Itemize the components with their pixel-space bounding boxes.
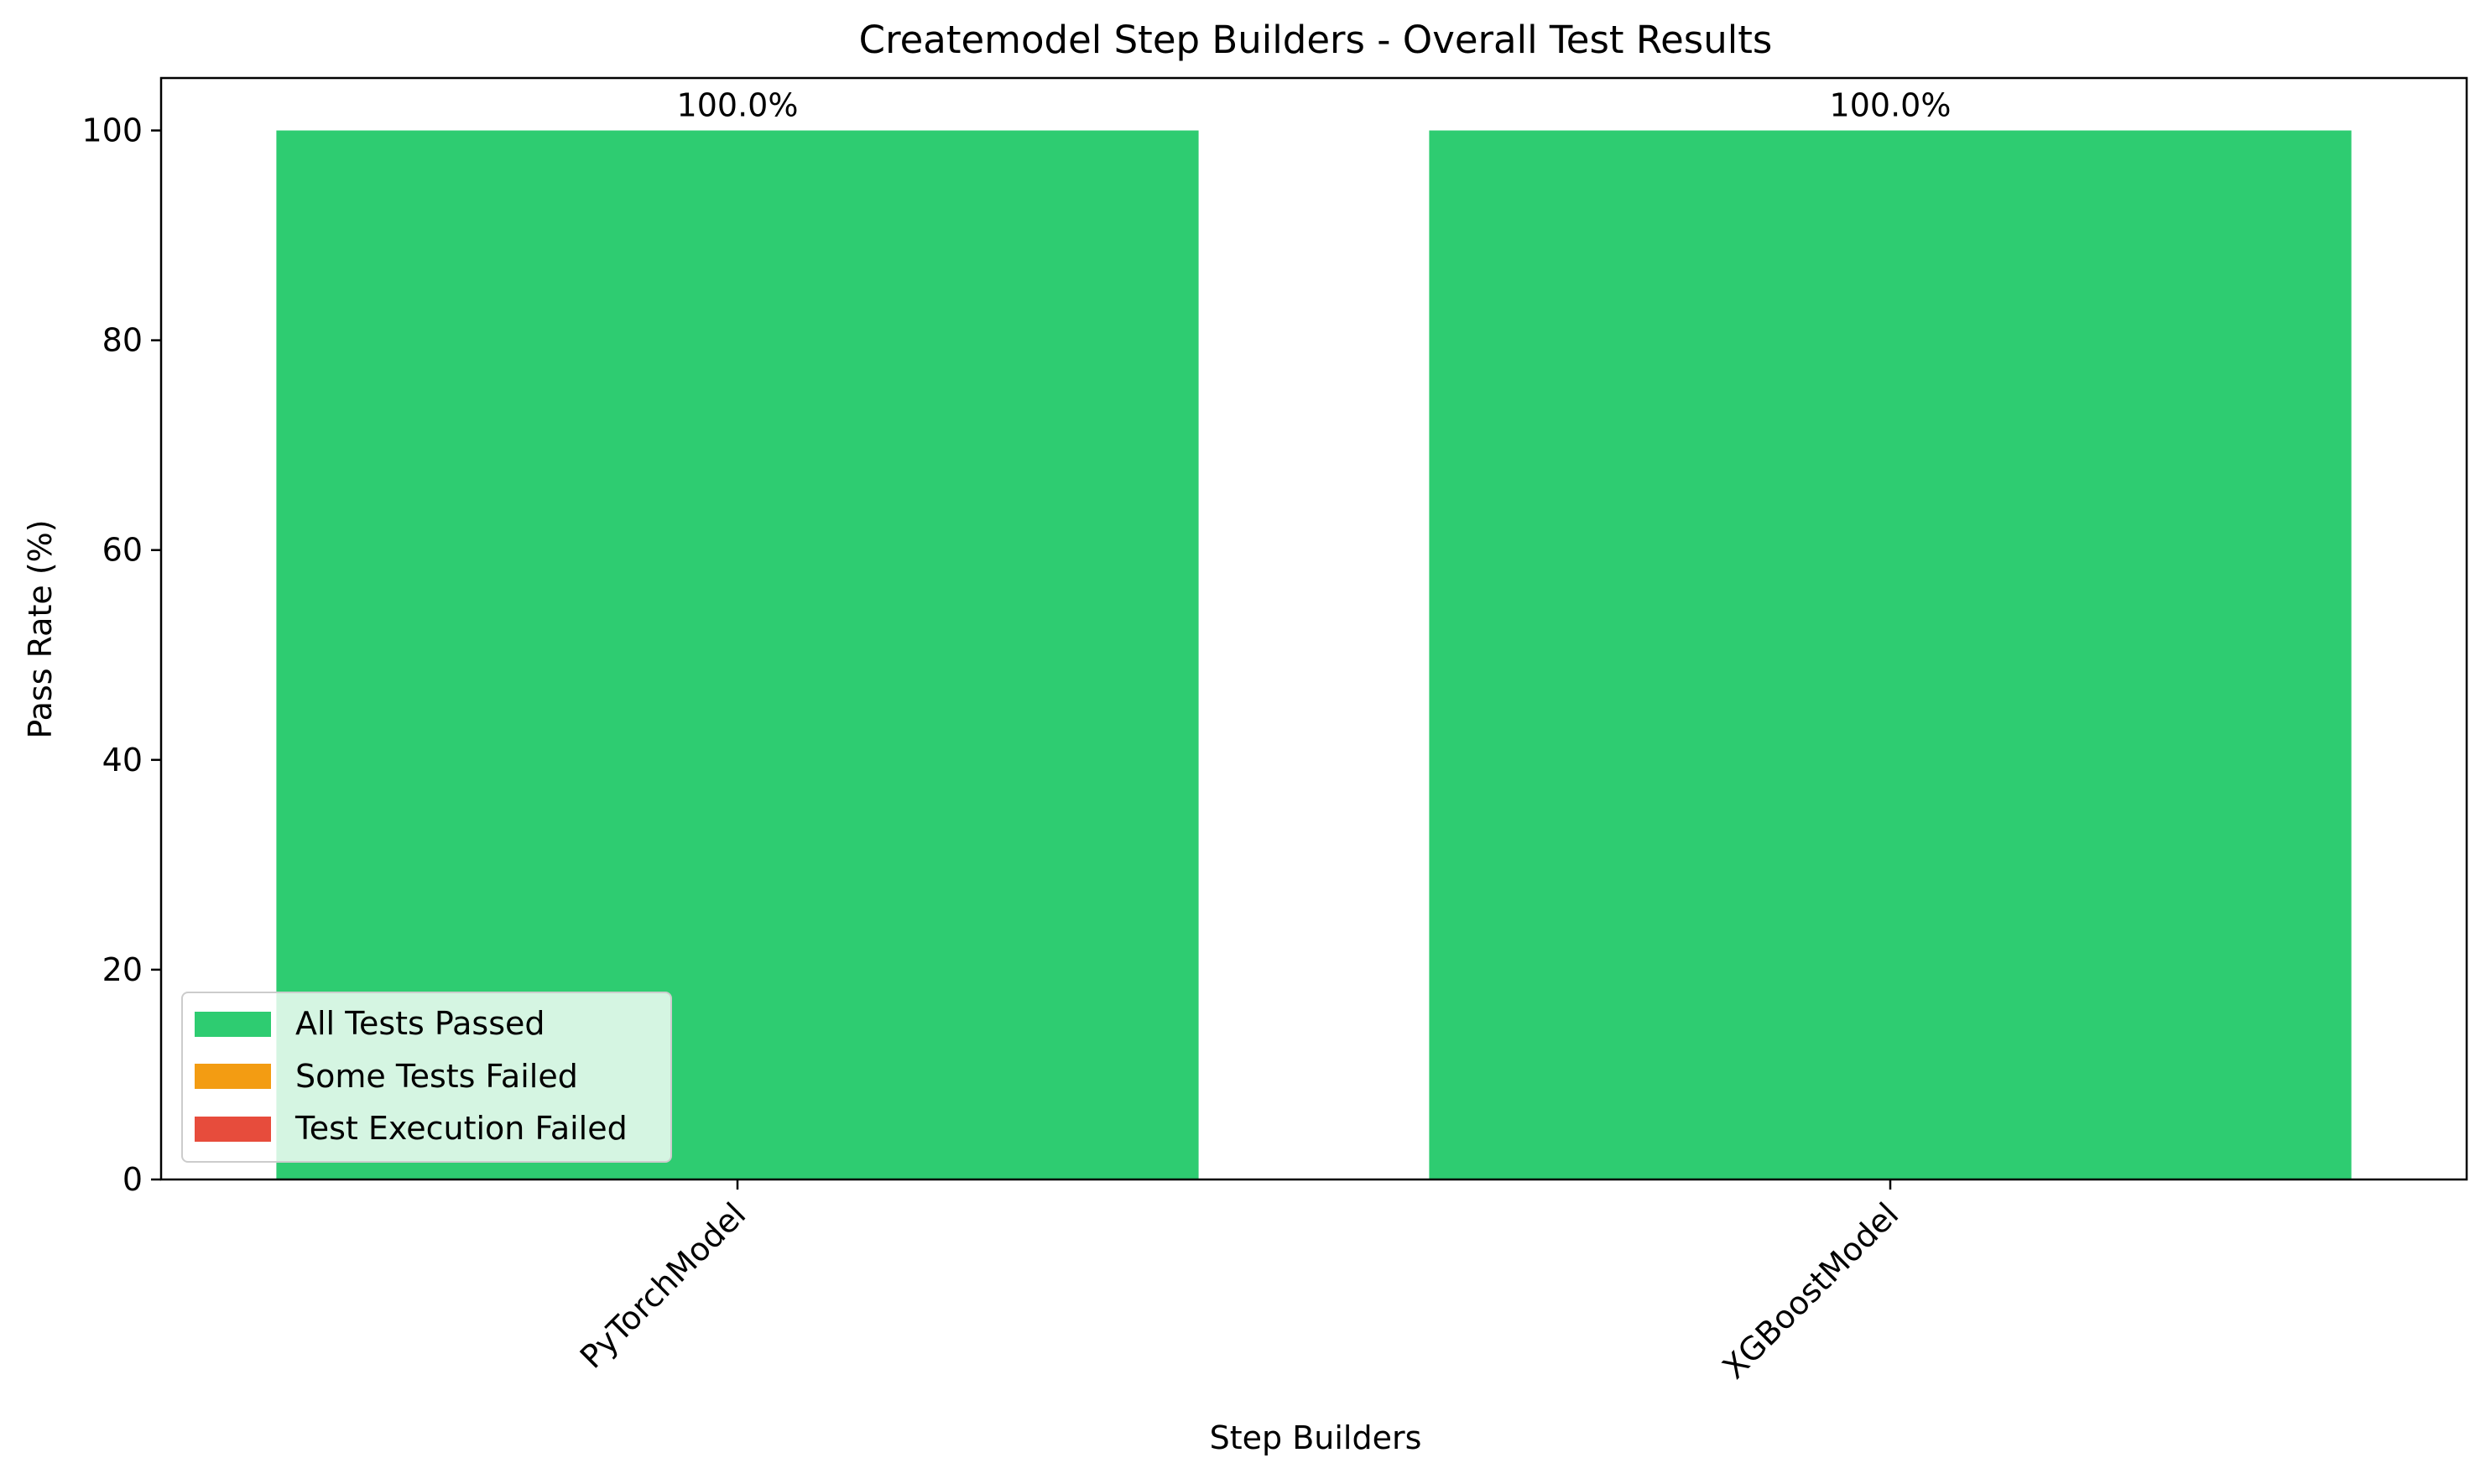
legend-swatch-all-passed <box>195 1012 271 1037</box>
chart-title: Createmodel Step Builders - Overall Test… <box>859 18 1773 62</box>
y-tick-label-0: 0 <box>122 1161 143 1198</box>
y-axis-ticks: 0 20 40 60 80 100 <box>81 112 161 1198</box>
legend-entry-some-failed: Some Tests Failed <box>195 1058 578 1095</box>
y-tick-label-100: 100 <box>81 112 143 149</box>
data-label-pytorchmodel: 100.0% <box>677 87 799 124</box>
y-tick-label-40: 40 <box>102 742 143 778</box>
legend-entry-execution-failed: Test Execution Failed <box>195 1110 628 1147</box>
data-label-xgboostmodel: 100.0% <box>1830 87 1952 124</box>
bar-xgboostmodel <box>1429 130 2352 1179</box>
legend-label-all-passed: All Tests Passed <box>295 1005 545 1042</box>
legend-box <box>181 992 672 1163</box>
legend-label-execution-failed: Test Execution Failed <box>294 1110 628 1147</box>
data-labels-layer: 100.0% 100.0% <box>677 87 1952 124</box>
plot-frame <box>159 76 2468 1181</box>
legend-entry-all-passed: All Tests Passed <box>195 1005 545 1042</box>
bars-layer <box>276 130 2352 1179</box>
legend: All Tests Passed Some Tests Failed Test … <box>181 992 672 1163</box>
legend-label-some-failed: Some Tests Failed <box>295 1058 578 1095</box>
y-tick-label-60: 60 <box>102 532 143 569</box>
y-tick-label-20: 20 <box>102 951 143 988</box>
y-axis-label: Pass Rate (%) <box>22 519 59 738</box>
x-axis-label: Step Builders <box>1210 1419 1422 1456</box>
legend-swatch-some-failed <box>195 1064 271 1089</box>
y-tick-label-80: 80 <box>102 322 143 359</box>
legend-swatch-execution-failed <box>195 1117 271 1142</box>
